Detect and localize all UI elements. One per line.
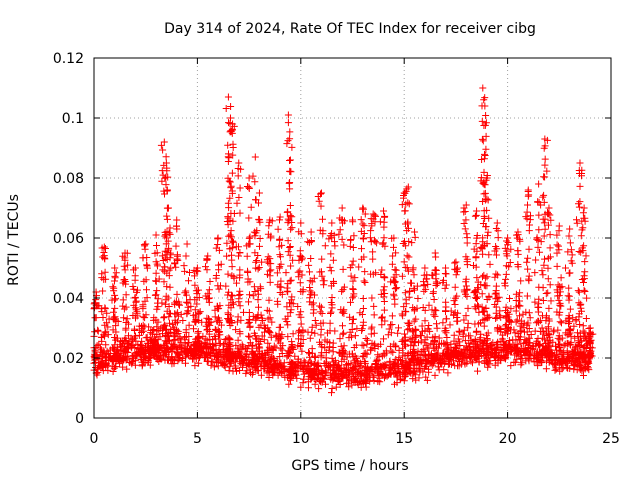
roti-peak-point xyxy=(493,219,501,227)
roti-peak-point xyxy=(481,102,489,110)
x-tick-label: 15 xyxy=(395,431,413,447)
roti-peak-point xyxy=(566,225,574,233)
roti-peak-point xyxy=(284,111,292,119)
roti-peak-point xyxy=(404,183,412,191)
roti-peak-point xyxy=(483,174,491,182)
roti-peak-point xyxy=(514,228,522,236)
roti-peak-point xyxy=(204,252,212,260)
roti-peak-point xyxy=(431,249,439,257)
x-tick-label: 20 xyxy=(499,431,517,447)
y-tick-label: 0.12 xyxy=(53,51,84,67)
roti-peak-point xyxy=(229,120,237,128)
roti-peak-point xyxy=(411,228,419,236)
roti-peak-point xyxy=(555,222,563,230)
roti-peak-point xyxy=(266,216,274,224)
roti-peak-point xyxy=(462,201,470,209)
roti-peak-point xyxy=(504,234,512,242)
roti-peak-point xyxy=(251,153,259,161)
roti-peak-point xyxy=(226,114,234,122)
roti-point-cloud xyxy=(90,94,597,397)
roti-peak-point xyxy=(160,138,168,146)
roti-peak-point xyxy=(235,159,243,167)
roti-peak-point xyxy=(214,234,222,242)
x-tick-label: 25 xyxy=(602,431,620,447)
axis-ticks: 0 5 10 15 20 25 0 0.02 0.04 0.06 0.08 0.1 0.12 xyxy=(53,51,620,447)
roti-peak-point xyxy=(580,204,588,212)
y-tick-label: 0.06 xyxy=(53,231,84,247)
y-tick-label: 0.1 xyxy=(62,111,84,127)
y-tick-label: 0 xyxy=(75,411,84,427)
y-axis-label: ROTI / TECUs xyxy=(6,194,22,286)
roti-peak-point xyxy=(317,189,325,197)
roti-peak-point xyxy=(479,84,487,92)
roti-peak-point xyxy=(164,204,172,212)
roti-peak-point xyxy=(380,207,388,215)
roti-peak-point xyxy=(193,264,201,272)
roti-peak-point xyxy=(369,210,377,218)
roti-peak-point xyxy=(245,174,253,182)
roti-peak-point xyxy=(152,231,160,239)
x-tick-label: 0 xyxy=(90,431,99,447)
roti-peak-point xyxy=(121,249,129,257)
roti-peak-point xyxy=(576,159,584,167)
roti-peak-point xyxy=(535,180,543,188)
roti-peak-point xyxy=(162,159,170,167)
roti-peak-point xyxy=(545,204,553,212)
chart-title: Day 314 of 2024, Rate Of TEC Index for r… xyxy=(164,21,536,37)
roti-peak-point xyxy=(307,228,315,236)
roti-peak-point xyxy=(276,213,284,221)
y-tick-label: 0.02 xyxy=(53,351,84,367)
roti-peak-point xyxy=(111,264,119,272)
roti-peak-point xyxy=(131,264,139,272)
roti-peak-point xyxy=(524,186,532,194)
roti-peak-point xyxy=(400,189,408,197)
roti-peak-point xyxy=(183,240,191,248)
roti-peak-point xyxy=(390,234,398,242)
data-points xyxy=(90,84,597,397)
x-tick-label: 5 xyxy=(193,431,202,447)
roti-peak-point xyxy=(452,258,460,266)
roti-peak-point xyxy=(286,156,294,164)
x-tick-label: 10 xyxy=(292,431,310,447)
x-axis-label: GPS time / hours xyxy=(291,458,408,474)
roti-peak-point xyxy=(586,324,594,332)
roti-peak-point xyxy=(255,189,263,197)
roti-peak-point xyxy=(349,216,356,224)
roti-peak-point xyxy=(473,207,481,215)
roti-peak-point xyxy=(359,204,367,212)
roti-peak-point xyxy=(173,216,181,224)
roti-peak-point xyxy=(421,264,429,272)
y-tick-label: 0.04 xyxy=(53,291,84,307)
roti-peak-point xyxy=(297,219,305,227)
roti-peak-point xyxy=(338,204,346,212)
y-tick-label: 0.08 xyxy=(53,171,84,187)
roti-peak-point xyxy=(224,93,232,101)
roti-peak-point xyxy=(100,243,108,251)
roti-peak-point xyxy=(142,240,150,248)
roti-peak-point xyxy=(541,135,549,143)
roti-peak-point xyxy=(442,264,450,272)
roti-peak-point xyxy=(328,219,336,227)
